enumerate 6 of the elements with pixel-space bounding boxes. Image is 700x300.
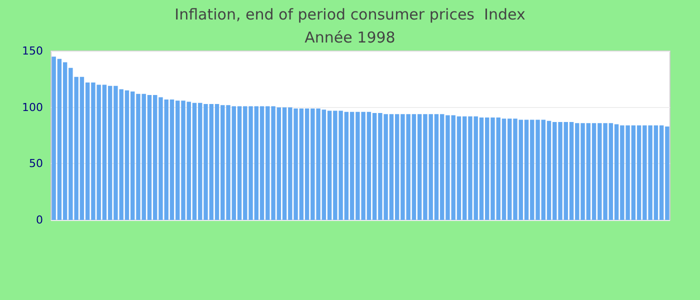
- y-tick-label: 0: [36, 214, 43, 226]
- y-tick-label: 100: [22, 100, 43, 114]
- y-tick-label: 150: [22, 44, 43, 58]
- y-tick-label: 50: [29, 157, 43, 170]
- chart-subtitle: Année 1998: [304, 28, 396, 46]
- chart-title: Inflation, end of period consumer prices Index: [174, 6, 526, 24]
